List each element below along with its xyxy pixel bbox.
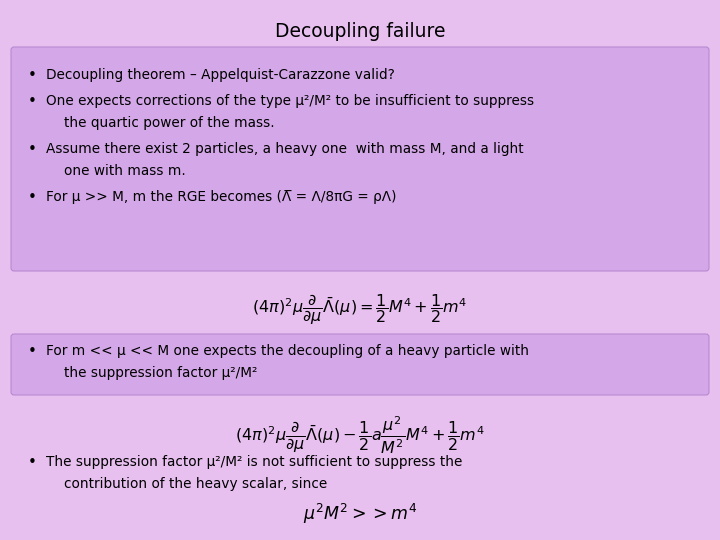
Text: $(4\pi)^2\mu\dfrac{\partial}{\partial\mu}\bar{\Lambda}(\mu)=\dfrac{1}{2}M^4+\dfr: $(4\pi)^2\mu\dfrac{\partial}{\partial\mu…: [253, 292, 467, 327]
Text: One expects corrections of the type μ²/M² to be insufficient to suppress: One expects corrections of the type μ²/M…: [46, 94, 534, 108]
Text: Decoupling failure: Decoupling failure: [275, 22, 445, 41]
Text: The suppression factor μ²/M² is not sufficient to suppress the: The suppression factor μ²/M² is not suff…: [46, 455, 462, 469]
Text: $(4\pi)^2\mu\dfrac{\partial}{\partial\mu}\bar{\Lambda}(\mu)-\dfrac{1}{2}a\dfrac{: $(4\pi)^2\mu\dfrac{\partial}{\partial\mu…: [235, 415, 485, 456]
Text: For μ >> M, m the RGE becomes (Λ̅ = Λ/8πG = ρΛ): For μ >> M, m the RGE becomes (Λ̅ = Λ/8π…: [46, 190, 397, 204]
Text: the suppression factor μ²/M²: the suppression factor μ²/M²: [64, 366, 257, 380]
Text: •: •: [28, 344, 37, 359]
Text: •: •: [28, 142, 37, 157]
FancyBboxPatch shape: [11, 334, 709, 395]
Text: Assume there exist 2 particles, a heavy one  with mass M, and a light: Assume there exist 2 particles, a heavy …: [46, 142, 523, 156]
Text: $\mu^2 M^2 >> m^4$: $\mu^2 M^2 >> m^4$: [303, 502, 417, 526]
FancyBboxPatch shape: [11, 47, 709, 271]
Text: •: •: [28, 455, 37, 470]
Text: contribution of the heavy scalar, since: contribution of the heavy scalar, since: [64, 477, 328, 491]
Text: •: •: [28, 190, 37, 205]
Text: For m << μ << M one expects the decoupling of a heavy particle with: For m << μ << M one expects the decoupli…: [46, 344, 529, 358]
Text: •: •: [28, 68, 37, 83]
Text: Decoupling theorem – Appelquist-Carazzone valid?: Decoupling theorem – Appelquist-Carazzon…: [46, 68, 395, 82]
Text: •: •: [28, 94, 37, 109]
Text: the quartic power of the mass.: the quartic power of the mass.: [64, 116, 274, 130]
Text: one with mass m.: one with mass m.: [64, 164, 186, 178]
